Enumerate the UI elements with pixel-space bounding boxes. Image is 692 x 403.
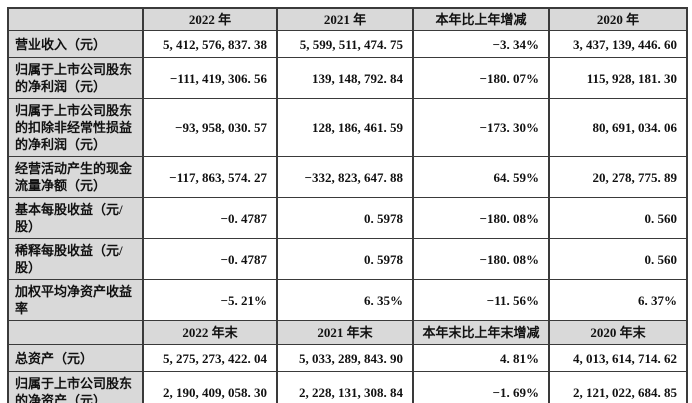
value-2021: 5, 599, 511, 474. 75 — [276, 30, 414, 58]
value-2022: −111, 419, 306. 56 — [142, 57, 278, 99]
row-label: 经营活动产生的现金 流量净额（元） — [7, 156, 144, 198]
row-label: 加权平均净资产收益 率 — [7, 279, 144, 321]
financial-summary-table: 2022 年 2021 年 本年比上年增减 2020 年 营业收入（元） 5, … — [7, 7, 688, 403]
value-2021: 6. 35% — [276, 279, 414, 321]
value-2020: 0. 560 — [548, 197, 688, 239]
row-diluted-eps: 稀释每股收益（元/ 股） −0. 4787 0. 5978 −180. 08% … — [7, 238, 688, 280]
value-2021: 5, 033, 289, 843. 90 — [276, 344, 414, 372]
value-yoy-change: −173. 30% — [412, 98, 550, 157]
row-operating-cash-flow: 经营活动产生的现金 流量净额（元） −117, 863, 574. 27 −33… — [7, 156, 688, 198]
value-2022: −0. 4787 — [142, 197, 278, 239]
header-2022: 2022 年 — [142, 7, 278, 31]
row-total-assets: 总资产（元） 5, 275, 273, 422. 04 5, 033, 289,… — [7, 344, 688, 372]
row-net-profit-excl-non-recurring: 归属于上市公司股东 的扣除非经常性损益 的净利润（元） −93, 958, 03… — [7, 98, 688, 157]
row-label: 归属于上市公司股东 的净资产（元） — [7, 371, 144, 403]
row-label: 归属于上市公司股东 的扣除非经常性损益 的净利润（元） — [7, 98, 144, 157]
value-2022: −117, 863, 574. 27 — [142, 156, 278, 198]
row-basic-eps: 基本每股收益（元/ 股） −0. 4787 0. 5978 −180. 08% … — [7, 197, 688, 239]
value-yoy-change: −180. 08% — [412, 197, 550, 239]
value-yoy-change: −3. 34% — [412, 30, 550, 58]
value-2021: −332, 823, 647. 88 — [276, 156, 414, 198]
header-2021-end: 2021 年末 — [276, 320, 414, 345]
value-2020: 2, 121, 022, 684. 85 — [548, 371, 688, 403]
value-yoy-change: 64. 59% — [412, 156, 550, 198]
header-year-end-change: 本年末比上年末增减 — [412, 320, 550, 345]
header-2020-end: 2020 年末 — [548, 320, 688, 345]
value-2020: 20, 278, 775. 89 — [548, 156, 688, 198]
header-yoy-change: 本年比上年增减 — [412, 7, 550, 31]
annual-period-header-row: 2022 年 2021 年 本年比上年增减 2020 年 — [7, 7, 688, 31]
value-2021: 0. 5978 — [276, 238, 414, 280]
row-net-assets-attributable: 归属于上市公司股东 的净资产（元） 2, 190, 409, 058. 30 2… — [7, 371, 688, 403]
empty-corner-cell — [7, 320, 144, 345]
value-yoy-change: −180. 08% — [412, 238, 550, 280]
value-2020: 4, 013, 614, 714. 62 — [548, 344, 688, 372]
value-2022: 5, 275, 273, 422. 04 — [142, 344, 278, 372]
value-2022: −0. 4787 — [142, 238, 278, 280]
row-label: 稀释每股收益（元/ 股） — [7, 238, 144, 280]
value-2022: −93, 958, 030. 57 — [142, 98, 278, 157]
row-label: 归属于上市公司股东 的净利润（元） — [7, 57, 144, 99]
row-label: 基本每股收益（元/ 股） — [7, 197, 144, 239]
row-operating-revenue: 营业收入（元） 5, 412, 576, 837. 38 5, 599, 511… — [7, 30, 688, 58]
value-2021: 139, 148, 792. 84 — [276, 57, 414, 99]
value-2020: 0. 560 — [548, 238, 688, 280]
header-2022-end: 2022 年末 — [142, 320, 278, 345]
header-2021: 2021 年 — [276, 7, 414, 31]
row-label: 营业收入（元） — [7, 30, 144, 58]
value-yoy-change: −11. 56% — [412, 279, 550, 321]
value-2021: 128, 186, 461. 59 — [276, 98, 414, 157]
value-2020: 3, 437, 139, 446. 60 — [548, 30, 688, 58]
value-2020: 115, 928, 181. 30 — [548, 57, 688, 99]
header-2020: 2020 年 — [548, 7, 688, 31]
value-2020: 80, 691, 034. 06 — [548, 98, 688, 157]
row-label: 总资产（元） — [7, 344, 144, 372]
row-weighted-avg-roe: 加权平均净资产收益 率 −5. 21% 6. 35% −11. 56% 6. 3… — [7, 279, 688, 321]
value-yoy-change: −1. 69% — [412, 371, 550, 403]
value-2021: 0. 5978 — [276, 197, 414, 239]
value-2021: 2, 228, 131, 308. 84 — [276, 371, 414, 403]
value-yoy-change: −180. 07% — [412, 57, 550, 99]
empty-corner-cell — [7, 7, 144, 31]
period-end-header-row: 2022 年末 2021 年末 本年末比上年末增减 2020 年末 — [7, 320, 688, 345]
value-2022: −5. 21% — [142, 279, 278, 321]
value-2020: 6. 37% — [548, 279, 688, 321]
value-2022: 5, 412, 576, 837. 38 — [142, 30, 278, 58]
value-yoy-change: 4. 81% — [412, 344, 550, 372]
value-2022: 2, 190, 409, 058. 30 — [142, 371, 278, 403]
row-net-profit-attributable: 归属于上市公司股东 的净利润（元） −111, 419, 306. 56 139… — [7, 57, 688, 99]
